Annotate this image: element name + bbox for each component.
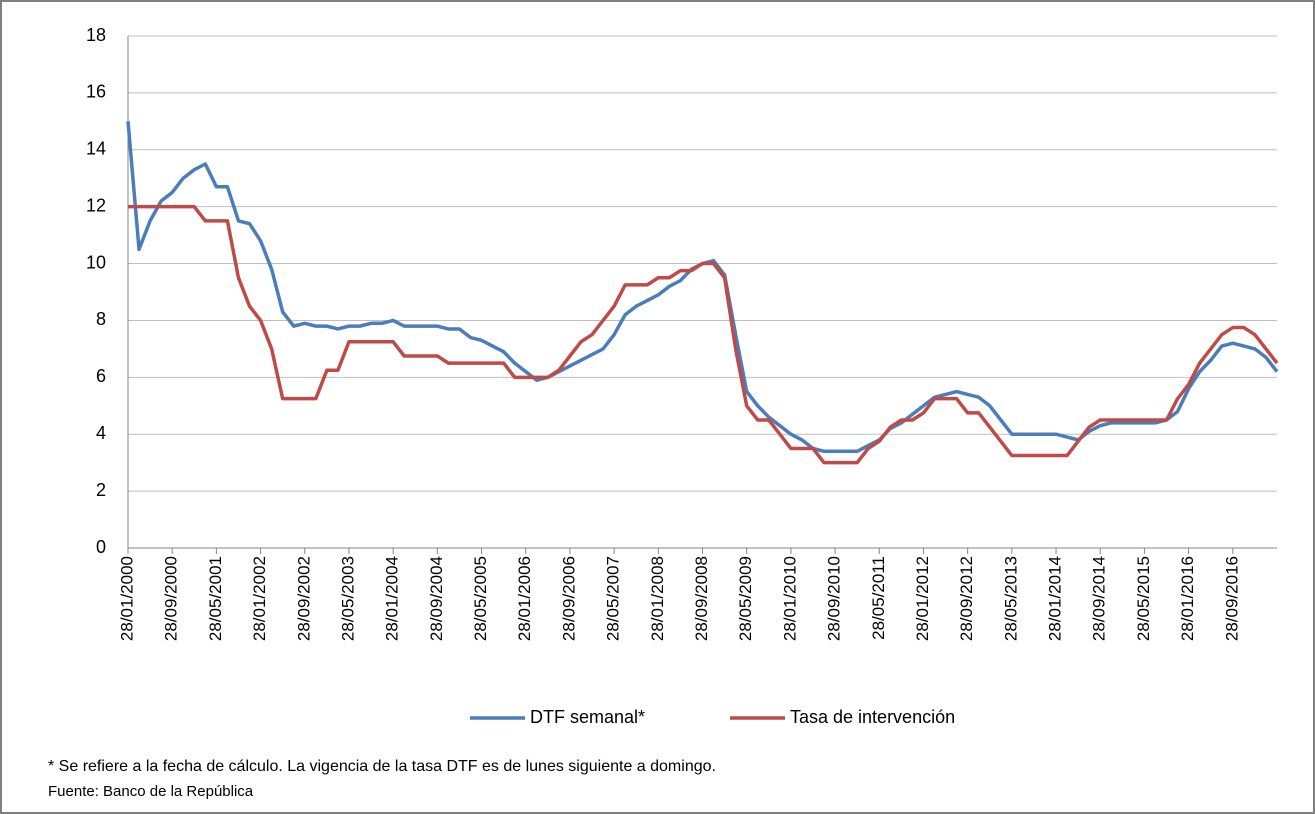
x-tick-label: 28/09/2010 — [825, 556, 844, 641]
x-tick-label: 28/05/2007 — [604, 556, 623, 641]
x-tick-label: 28/01/2000 — [117, 556, 136, 641]
x-tick-label: 28/09/2006 — [559, 556, 578, 641]
y-tick-label: 16 — [86, 82, 106, 102]
y-tick-label: 18 — [86, 25, 106, 45]
y-tick-label: 6 — [96, 366, 106, 386]
x-tick-label: 28/05/2015 — [1134, 556, 1153, 641]
x-tick-label: 28/05/2005 — [471, 556, 490, 641]
x-tick-label: 28/05/2009 — [736, 556, 755, 641]
x-tick-label: 28/09/2014 — [1090, 556, 1109, 641]
series-line — [128, 204, 1279, 465]
x-tick-label: 28/01/2016 — [1178, 556, 1197, 641]
y-tick-label: 2 — [96, 480, 106, 500]
x-tick-label: 28/01/2006 — [515, 556, 534, 641]
x-tick-label: 28/05/2003 — [338, 556, 357, 641]
x-tick-label: 28/09/2000 — [162, 556, 181, 641]
x-tick-label: 28/01/2012 — [913, 556, 932, 641]
y-tick-label: 8 — [96, 309, 106, 329]
x-tick-label: 28/09/2012 — [957, 556, 976, 641]
x-tick-label: 28/01/2014 — [1046, 556, 1065, 641]
y-tick-label: 4 — [96, 423, 106, 443]
x-tick-label: 28/09/2008 — [692, 556, 711, 641]
x-tick-label: 28/01/2004 — [383, 556, 402, 641]
x-tick-label: 28/09/2016 — [1222, 556, 1241, 641]
y-tick-label: 12 — [86, 195, 106, 215]
x-tick-label: 28/05/2001 — [206, 556, 225, 641]
x-tick-label: 28/01/2010 — [780, 556, 799, 641]
y-tick-label: 10 — [86, 252, 106, 272]
x-tick-label: 28/09/2004 — [427, 556, 446, 641]
x-tick-label: 28/01/2008 — [648, 556, 667, 641]
x-tick-label: 28/05/2011 — [869, 556, 888, 640]
legend-label: DTF semanal* — [530, 707, 645, 727]
footnote: * Se refiere a la fecha de cálculo. La v… — [48, 758, 716, 775]
source: Fuente: Banco de la República — [48, 783, 254, 800]
x-tick-label: 28/01/2002 — [250, 556, 269, 641]
x-tick-label: 28/09/2002 — [294, 556, 313, 641]
y-tick-label: 14 — [86, 139, 106, 159]
y-tick-label: 0 — [96, 537, 106, 557]
x-tick-label: 28/05/2013 — [1001, 556, 1020, 641]
legend-label: Tasa de intervención — [790, 707, 955, 727]
